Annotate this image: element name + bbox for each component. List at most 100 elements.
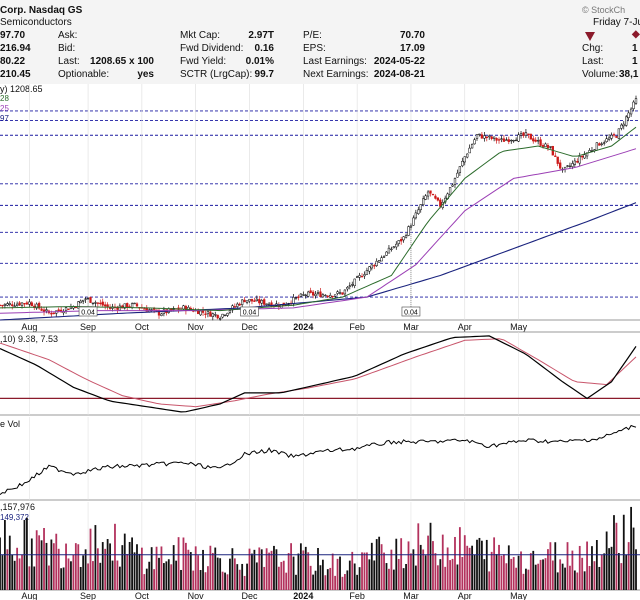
price-candle (6, 303, 9, 306)
volume-bar (192, 570, 195, 590)
volume-bar (48, 565, 50, 590)
volume-bar (444, 566, 447, 590)
sma-mid-line (0, 148, 637, 314)
volume-bar (194, 546, 197, 590)
price-candle (104, 304, 107, 307)
price-candle (534, 139, 537, 142)
price-candle (331, 295, 334, 298)
volume-bar (72, 554, 75, 590)
price-candle (627, 112, 630, 118)
mkt-cap-label: Mkt Cap: (180, 30, 221, 41)
price-candle (348, 285, 351, 287)
price-candle (45, 309, 48, 312)
volume-bar (488, 571, 491, 590)
col1-value-0: 97.70 (0, 30, 26, 41)
volume-month-label: Dec (241, 591, 258, 600)
price-candle (333, 294, 337, 297)
volume-bar (89, 528, 92, 590)
price-candle (258, 299, 261, 304)
volume-bar (370, 542, 373, 590)
volume-bar (248, 548, 251, 590)
volume-bar (158, 557, 160, 590)
price-candle (170, 308, 173, 311)
fwd-yield-value: 0.01% (245, 56, 274, 67)
volume-bar (422, 549, 425, 590)
price-candle (47, 310, 51, 314)
change-dot-icon: ◆ (632, 29, 640, 40)
price-candle (441, 201, 444, 208)
volume-bar (554, 542, 557, 590)
price-candle (245, 300, 249, 303)
price-candle (79, 300, 82, 304)
volume-month-label: Apr (458, 591, 472, 600)
volume-bar (30, 538, 33, 590)
volume-bar (165, 561, 168, 590)
volume-bar (559, 559, 562, 590)
volume-bar (383, 552, 385, 590)
volume-bar (114, 523, 116, 590)
volume-bar (270, 550, 273, 590)
price-candle (390, 248, 393, 251)
volume-bar (148, 561, 151, 590)
chg-value: 1 (632, 43, 638, 54)
price-candle (326, 295, 329, 298)
price-candle (514, 139, 518, 142)
dividend-marker-box (240, 306, 259, 317)
price-candle (285, 304, 288, 306)
volume-bar (424, 555, 427, 590)
volume-bar (368, 559, 371, 590)
price-candle (292, 297, 295, 305)
price-candle (539, 139, 542, 146)
volume-bar (471, 545, 474, 590)
price-candle (615, 136, 618, 138)
volume-bar (529, 553, 532, 590)
volume-bar (485, 539, 488, 590)
bid-label: Bid: (58, 43, 76, 54)
volume-bar (307, 552, 310, 590)
price-candle (385, 251, 388, 256)
volume-bar (334, 575, 337, 590)
volume-bar (583, 571, 586, 590)
price-candle (505, 139, 508, 141)
volume-bar (265, 548, 268, 590)
volume-bar (615, 522, 618, 590)
volume-bar (576, 572, 579, 590)
price-candle (302, 294, 305, 296)
volume-bar (62, 567, 65, 590)
volume-bar (128, 541, 131, 590)
price-candle (439, 199, 442, 207)
price-candle (387, 247, 391, 254)
price-candle (490, 136, 493, 139)
price-candle (456, 172, 459, 178)
price-candle (40, 308, 43, 311)
price-candle (355, 276, 359, 278)
price-candle (480, 134, 484, 139)
price-candle (400, 239, 403, 242)
volume-bar (564, 567, 566, 590)
price-candle (297, 296, 300, 298)
price-candle (488, 135, 491, 138)
price-candle (422, 198, 425, 206)
price-candle (113, 306, 117, 308)
volume-legend-0: ,157,976 (0, 502, 36, 512)
volume-bar (326, 569, 329, 590)
volume-bar (593, 561, 596, 590)
price-candle (64, 307, 68, 312)
price-candle (150, 309, 153, 311)
volume-bar (260, 549, 263, 590)
volume-bar (466, 545, 469, 590)
volume-bar (167, 559, 170, 590)
last-value: 1208.65 x 100 (90, 56, 154, 67)
price-candle (517, 134, 520, 142)
volume-bar (390, 549, 393, 590)
volume-bar (175, 560, 178, 590)
right-last-label: Last: (582, 56, 604, 67)
price-candle (541, 145, 545, 147)
volume-bar (544, 558, 547, 590)
volume-bar (21, 554, 23, 590)
volume-bar (160, 546, 163, 590)
volume-bar (209, 545, 212, 590)
price-candle (407, 226, 410, 236)
volume-bar (468, 547, 471, 590)
volume-bar (101, 542, 104, 590)
